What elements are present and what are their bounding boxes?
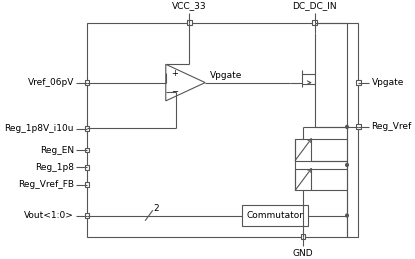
Bar	[85, 165, 89, 170]
Text: Reg_Vref_FB: Reg_Vref_FB	[18, 180, 74, 189]
Text: Vpgate: Vpgate	[210, 71, 242, 80]
Bar	[87, 23, 359, 237]
Bar	[85, 148, 89, 153]
Bar	[187, 20, 192, 25]
Circle shape	[346, 125, 348, 128]
Bar	[295, 139, 311, 161]
Bar	[85, 126, 89, 131]
Text: GND: GND	[293, 249, 314, 258]
Text: Reg_1p8: Reg_1p8	[35, 163, 74, 172]
Bar	[356, 80, 361, 85]
Text: 2: 2	[153, 204, 159, 213]
Bar	[312, 20, 317, 25]
Text: Reg_Vref: Reg_Vref	[371, 123, 412, 131]
Bar	[85, 80, 89, 85]
Text: Commutator: Commutator	[246, 211, 303, 220]
Circle shape	[346, 214, 348, 217]
Text: DC_DC_IN: DC_DC_IN	[292, 1, 337, 10]
Text: −: −	[171, 87, 178, 96]
Bar	[295, 169, 311, 190]
Text: VCC_33: VCC_33	[172, 1, 207, 10]
Bar	[301, 234, 305, 239]
Circle shape	[346, 163, 348, 166]
Text: Vout<1:0>: Vout<1:0>	[24, 211, 74, 220]
Text: Vref_06pV: Vref_06pV	[27, 78, 74, 87]
Text: Reg_EN: Reg_EN	[40, 146, 74, 155]
Text: Vpgate: Vpgate	[371, 78, 404, 87]
Bar	[85, 182, 89, 187]
Text: +: +	[171, 69, 178, 78]
Bar	[85, 213, 89, 218]
Bar	[242, 205, 308, 226]
Text: Reg_1p8V_i10u: Reg_1p8V_i10u	[4, 124, 74, 133]
Bar	[356, 125, 361, 129]
